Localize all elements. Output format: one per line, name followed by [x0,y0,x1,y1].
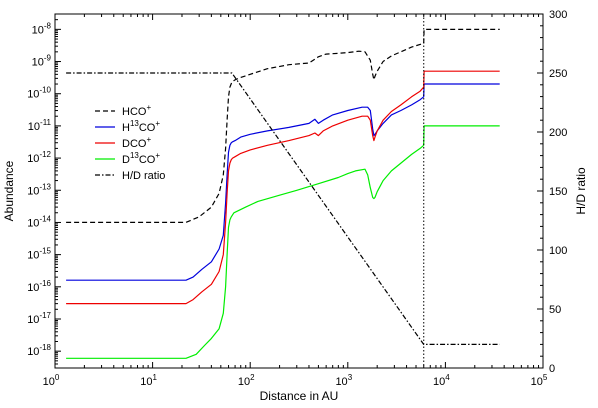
y-left-tick-label: 10-18 [27,343,51,358]
y-axis-left: 10-18 10-17 10-16 10-15 10-14 10-13 10-12 10-11… [27,13,61,369]
y-right-tick-label: 300 [549,9,567,21]
x-tick-label: 105 [531,373,548,388]
x-tick-label: 102 [238,373,255,388]
y-right-tick-label: 200 [549,127,567,139]
series-layer [66,28,500,359]
x-axis: 100 101 102 103 104 105 [43,14,548,388]
x-tick-label: 101 [140,373,157,388]
legend: HCO+H13CO+DCO+D13CO+ H/D ratio [95,103,165,182]
y-left-tick-label: 10-8 [32,21,52,36]
series-line-hco [66,28,500,223]
y-right-tick-label: 250 [549,68,567,80]
y-right-tick-label: 0 [549,363,555,375]
legend-label: H13CO+ [122,119,160,134]
y-right-tick-label: 150 [549,186,567,198]
x-tick-label: 100 [43,373,60,388]
y-left-tick-label: 10-14 [27,214,51,229]
y-left-tick-label: 10-13 [27,182,51,197]
y-left-tick-label: 10-10 [27,86,51,101]
y-left-tick-label: 10-9 [32,54,52,69]
x-tick-label: 103 [335,373,352,388]
plot-frame [54,13,544,369]
series-line-h-d-ratio [66,72,500,345]
legend-label: D13CO+ [122,151,160,166]
y-left-tick-label: 10-16 [27,279,51,294]
y-axis-left-title: Abundance [2,160,16,221]
y-left-tick-label: 10-12 [27,150,51,165]
y-left-tick-label: 10-11 [28,118,52,133]
y-right-tick-label: 100 [549,245,567,257]
y-axis-right: 0 50 100 150 200 250 300 [537,9,567,375]
legend-label: H/D ratio [122,170,165,182]
series-line-dco [66,70,500,305]
x-axis-title: Distance in AU [260,389,339,403]
y-axis-right-title: H/D ratio [574,167,588,215]
legend-label: HCO+ [122,103,151,118]
legend-label: DCO+ [122,135,151,150]
x-tick-label: 104 [433,373,450,388]
series-line-d-13co [66,125,500,359]
y-right-tick-label: 50 [549,304,561,316]
series-line-h-13co [66,83,500,281]
y-left-tick-label: 10-15 [27,247,51,262]
y-left-tick-label: 10-17 [27,311,51,326]
